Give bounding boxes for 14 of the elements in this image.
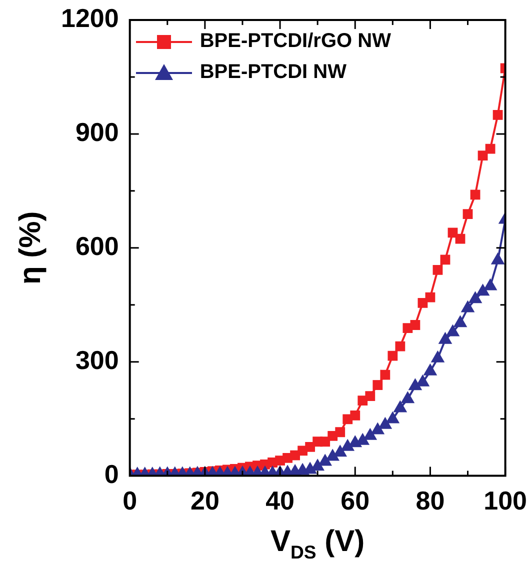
legend-label: BPE-PTCDI NW: [200, 61, 346, 83]
x-tick-label: 20: [190, 486, 220, 516]
y-tick-label: 900: [75, 117, 119, 148]
legend-label: BPE-PTCDI/rGO NW: [200, 30, 391, 52]
y-tick-label: 300: [75, 345, 119, 376]
y-axis-title: η (%): [14, 211, 47, 285]
y-tick-label: 600: [75, 231, 119, 262]
y-tick-label: 0: [104, 458, 119, 489]
x-tick-label: 40: [266, 486, 294, 516]
x-tick-label: 0: [122, 486, 138, 516]
x-tick-label: 100: [484, 486, 528, 516]
x-tick-label: 60: [340, 486, 370, 516]
x-tick-label: 80: [416, 486, 445, 516]
y-tick-label: 1200: [60, 3, 119, 34]
